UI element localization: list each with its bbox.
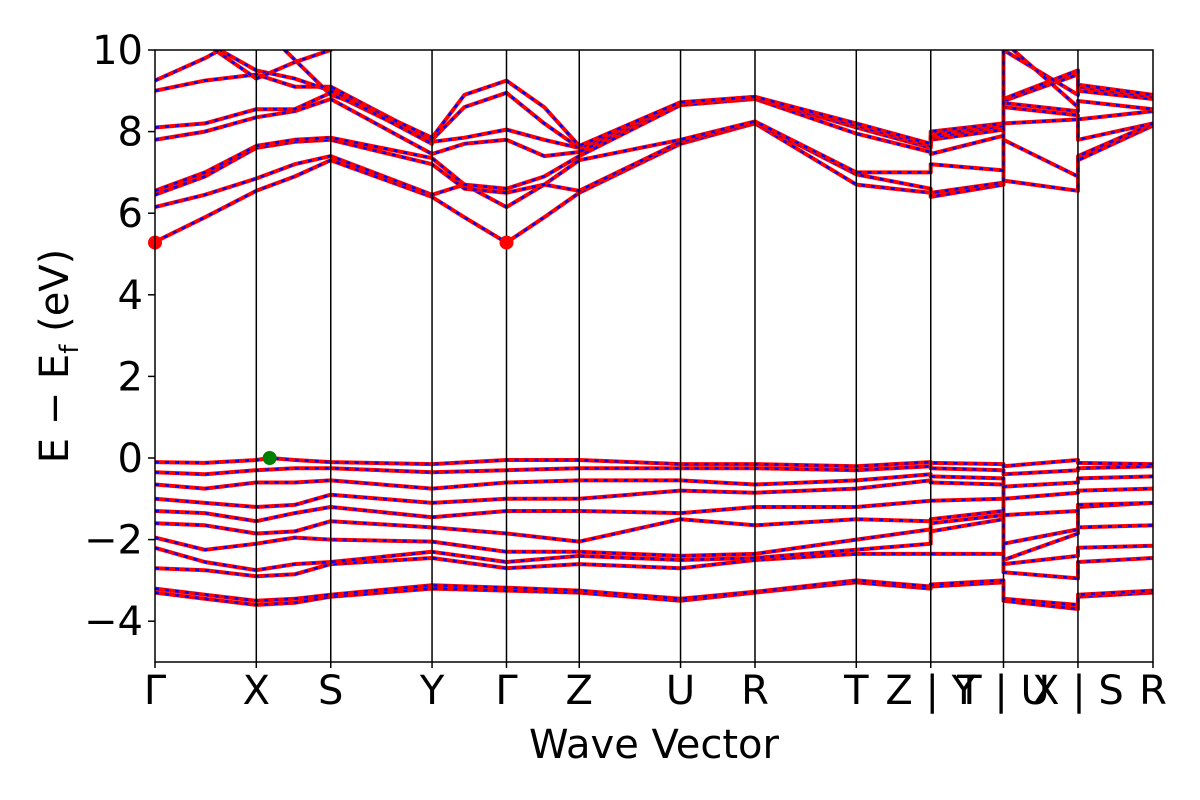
x-tick-label: S: [318, 668, 343, 714]
x-tick-label: X: [243, 668, 270, 714]
x-tick-label: Z: [566, 668, 593, 714]
band-line-spin-down: [155, 472, 1153, 490]
y-axis-label-unit: (eV): [32, 249, 78, 345]
x-tick-label: R: [741, 668, 769, 714]
x-tick-label: U: [666, 668, 695, 714]
x-tick-label: Z | Y: [885, 668, 976, 714]
y-tick-label: 6: [118, 191, 143, 237]
y-tick-label: 10: [92, 28, 143, 74]
band-line-spin-up: [155, 513, 1153, 562]
y-tick-label: −4: [84, 599, 143, 645]
y-axis-label: E − Ef (eV): [32, 249, 85, 464]
band-line-spin-down: [155, 464, 1153, 476]
kpoint-lines: [255, 50, 1079, 662]
y-tick-label: 4: [118, 273, 143, 319]
band-line-spin-up: [155, 578, 1153, 607]
band-line-spin-down: [155, 97, 1153, 192]
extremum-marker: [499, 235, 514, 250]
y-tick-label: 0: [118, 436, 143, 482]
x-tick-label: T: [843, 668, 869, 714]
extremum-marker: [262, 451, 277, 465]
band-line-spin-down: [155, 479, 1153, 509]
x-tick-label: T | U: [956, 668, 1050, 714]
x-tick-label: R: [1139, 668, 1167, 714]
band-line-spin-down: [1012, 50, 1079, 109]
y-axis-label-main: E − E: [32, 354, 78, 464]
band-line-spin-down: [155, 501, 1153, 546]
y-axis-label-subscript: f: [55, 344, 85, 354]
y-tick-label: −2: [84, 518, 143, 564]
band-line-spin-down: [283, 50, 433, 145]
band-line-spin-up: [155, 517, 1153, 573]
plot-frame: [154, 49, 1154, 663]
x-tick-label: X | S: [1032, 668, 1124, 714]
band-line-spin-down: [155, 497, 1153, 523]
x-tick-label: Γ: [495, 668, 518, 714]
y-tick-label: 2: [118, 354, 143, 400]
y-axis-ticks: −4 −2 0 2 4 6 8 10: [84, 28, 155, 645]
band-line-spin-down: [214, 50, 332, 81]
y-tick-label: 8: [118, 110, 143, 156]
x-axis-label: Wave Vector: [529, 722, 780, 768]
x-tick-label: Γ: [144, 668, 167, 714]
x-tick-label: Y: [419, 668, 445, 714]
band-line-spin-down: [155, 121, 1153, 209]
